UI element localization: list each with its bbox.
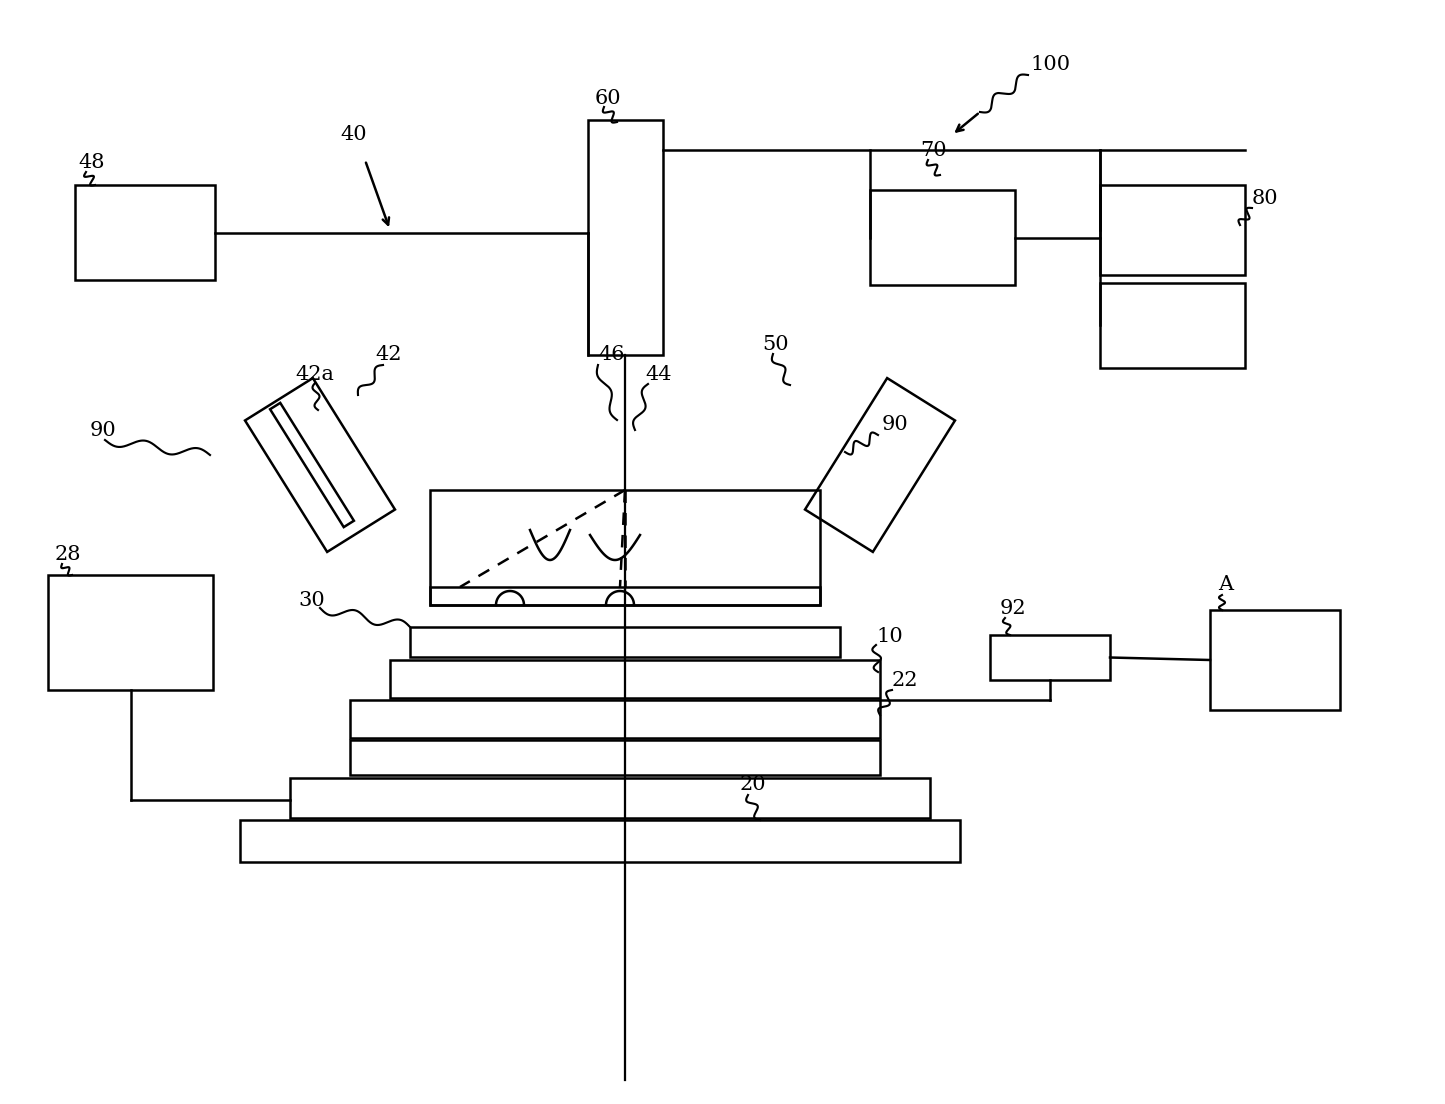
Bar: [390, 660, 880, 698]
Bar: [48, 575, 212, 690]
Text: 48: 48: [78, 152, 104, 171]
Text: 10: 10: [876, 626, 903, 646]
Text: 44: 44: [644, 365, 672, 384]
Text: 20: 20: [740, 775, 767, 795]
Bar: [75, 185, 215, 280]
Text: 42: 42: [376, 346, 402, 364]
Bar: [1100, 283, 1246, 368]
Bar: [1209, 611, 1340, 710]
Bar: [431, 587, 819, 605]
Text: 40: 40: [340, 126, 367, 145]
Bar: [1100, 185, 1246, 275]
Text: 92: 92: [1000, 598, 1026, 617]
Bar: [240, 820, 959, 862]
Bar: [431, 490, 819, 605]
Text: 46: 46: [598, 346, 624, 364]
Bar: [350, 700, 880, 737]
Text: 80: 80: [1251, 189, 1279, 208]
Text: 22: 22: [892, 670, 919, 690]
Text: 28: 28: [55, 545, 81, 564]
Text: 90: 90: [881, 415, 909, 435]
Text: 60: 60: [595, 88, 621, 107]
Bar: [588, 120, 663, 355]
Bar: [290, 778, 931, 818]
Bar: [410, 627, 840, 657]
Text: 100: 100: [1030, 55, 1071, 74]
Text: 30: 30: [298, 591, 325, 609]
Text: 70: 70: [920, 140, 946, 159]
Bar: [350, 740, 880, 775]
Text: 50: 50: [762, 336, 789, 354]
Bar: [870, 190, 1014, 285]
Text: 42a: 42a: [295, 365, 334, 384]
Text: 90: 90: [90, 421, 117, 439]
Text: A: A: [1218, 575, 1233, 594]
Bar: [990, 635, 1110, 680]
